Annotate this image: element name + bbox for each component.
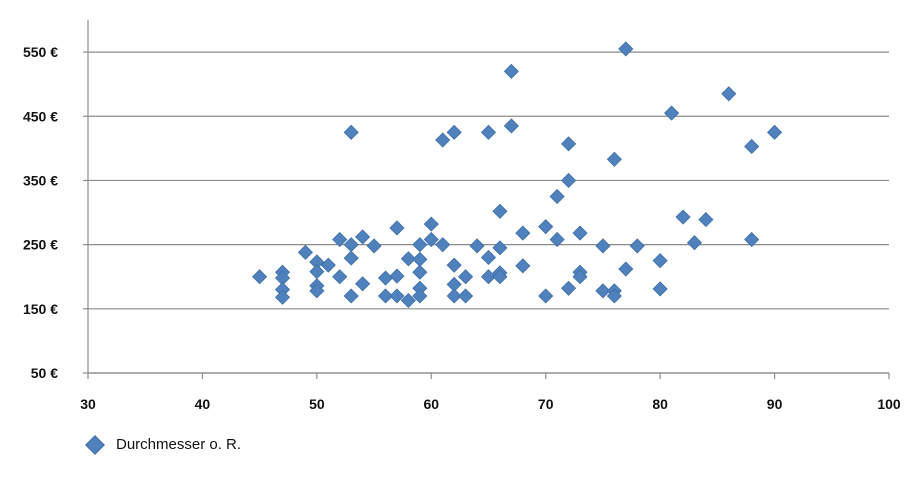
data-point — [572, 225, 588, 241]
y-tick-label: 250 € — [23, 237, 58, 253]
x-tick-label: 60 — [423, 396, 439, 412]
data-point — [320, 257, 336, 273]
data-point — [618, 261, 634, 277]
data-point — [343, 124, 359, 140]
y-tick-label: 350 € — [23, 172, 58, 188]
data-point — [423, 216, 439, 232]
x-tick-label: 50 — [309, 396, 325, 412]
data-point — [549, 188, 565, 205]
x-tick-label: 100 — [877, 396, 901, 412]
data-point — [400, 251, 416, 267]
data-point — [515, 225, 531, 241]
data-point — [744, 231, 760, 248]
data-point — [664, 105, 680, 121]
axes — [83, 20, 890, 379]
data-point — [595, 283, 611, 299]
data-point — [389, 268, 405, 284]
data-point — [446, 257, 462, 273]
data-point — [343, 250, 359, 266]
x-tick-label: 70 — [538, 396, 554, 412]
data-point — [538, 219, 554, 235]
data-point — [332, 269, 348, 285]
x-tick-labels: 30 40 50 60 70 80 90 100 — [80, 396, 901, 412]
data-point — [561, 280, 577, 296]
data-point — [446, 288, 462, 304]
data-point — [297, 244, 313, 260]
data-point — [629, 238, 645, 254]
data-points — [252, 41, 783, 309]
data-point — [492, 240, 508, 256]
x-tick-label: 90 — [767, 396, 783, 412]
data-point — [446, 124, 462, 140]
data-point — [343, 288, 359, 304]
legend-label: Durchmesser o. R. — [116, 436, 242, 453]
data-point — [572, 269, 588, 285]
data-point — [412, 237, 428, 253]
data-point — [606, 151, 622, 167]
data-point — [366, 238, 382, 254]
data-point — [480, 249, 497, 266]
data-point — [561, 136, 577, 152]
y-tick-labels: 50 € 150 € 250 € 350 € 450 € 550 € — [23, 44, 58, 381]
legend: Durchmesser o. R. — [85, 434, 242, 455]
y-tick-label: 550 € — [23, 44, 58, 60]
data-point — [412, 288, 428, 304]
data-point — [503, 118, 519, 134]
data-point — [435, 237, 451, 253]
data-point — [469, 238, 485, 254]
data-point — [412, 264, 428, 280]
x-tick-label: 30 — [80, 396, 96, 412]
data-point — [618, 41, 634, 57]
y-tick-label: 50 € — [31, 365, 58, 381]
data-point — [458, 269, 474, 285]
x-tick-label: 80 — [652, 396, 668, 412]
data-point — [675, 209, 691, 225]
gridlines — [88, 51, 889, 374]
data-point — [744, 138, 760, 155]
legend-diamond-icon — [85, 434, 105, 455]
data-point — [492, 269, 508, 285]
data-point — [492, 203, 508, 219]
y-tick-label: 150 € — [23, 301, 58, 317]
data-point — [274, 289, 291, 305]
data-point — [686, 235, 703, 251]
data-point — [389, 288, 405, 304]
data-point — [309, 283, 325, 299]
data-point — [435, 132, 451, 148]
data-point — [400, 292, 416, 309]
data-point — [355, 229, 371, 245]
data-point — [389, 220, 405, 236]
data-point — [252, 269, 268, 285]
data-point — [721, 86, 737, 102]
data-point — [538, 288, 554, 304]
data-point — [377, 288, 394, 304]
data-point — [503, 63, 519, 79]
data-point — [332, 231, 348, 248]
data-point — [515, 258, 531, 274]
data-point — [767, 124, 783, 140]
data-point — [652, 253, 668, 269]
data-point — [698, 212, 714, 228]
data-point — [412, 251, 428, 267]
data-point — [309, 264, 325, 280]
data-point — [377, 270, 394, 286]
data-point — [480, 269, 497, 285]
y-tick-label: 450 € — [23, 108, 58, 124]
data-point — [458, 288, 474, 304]
data-point — [561, 172, 577, 189]
data-point — [423, 231, 439, 248]
data-point — [480, 124, 497, 140]
data-point — [595, 238, 611, 254]
data-point — [606, 288, 622, 304]
data-point — [652, 281, 668, 297]
x-tick-label: 40 — [195, 396, 211, 412]
data-point — [549, 231, 565, 248]
data-point — [355, 276, 371, 292]
